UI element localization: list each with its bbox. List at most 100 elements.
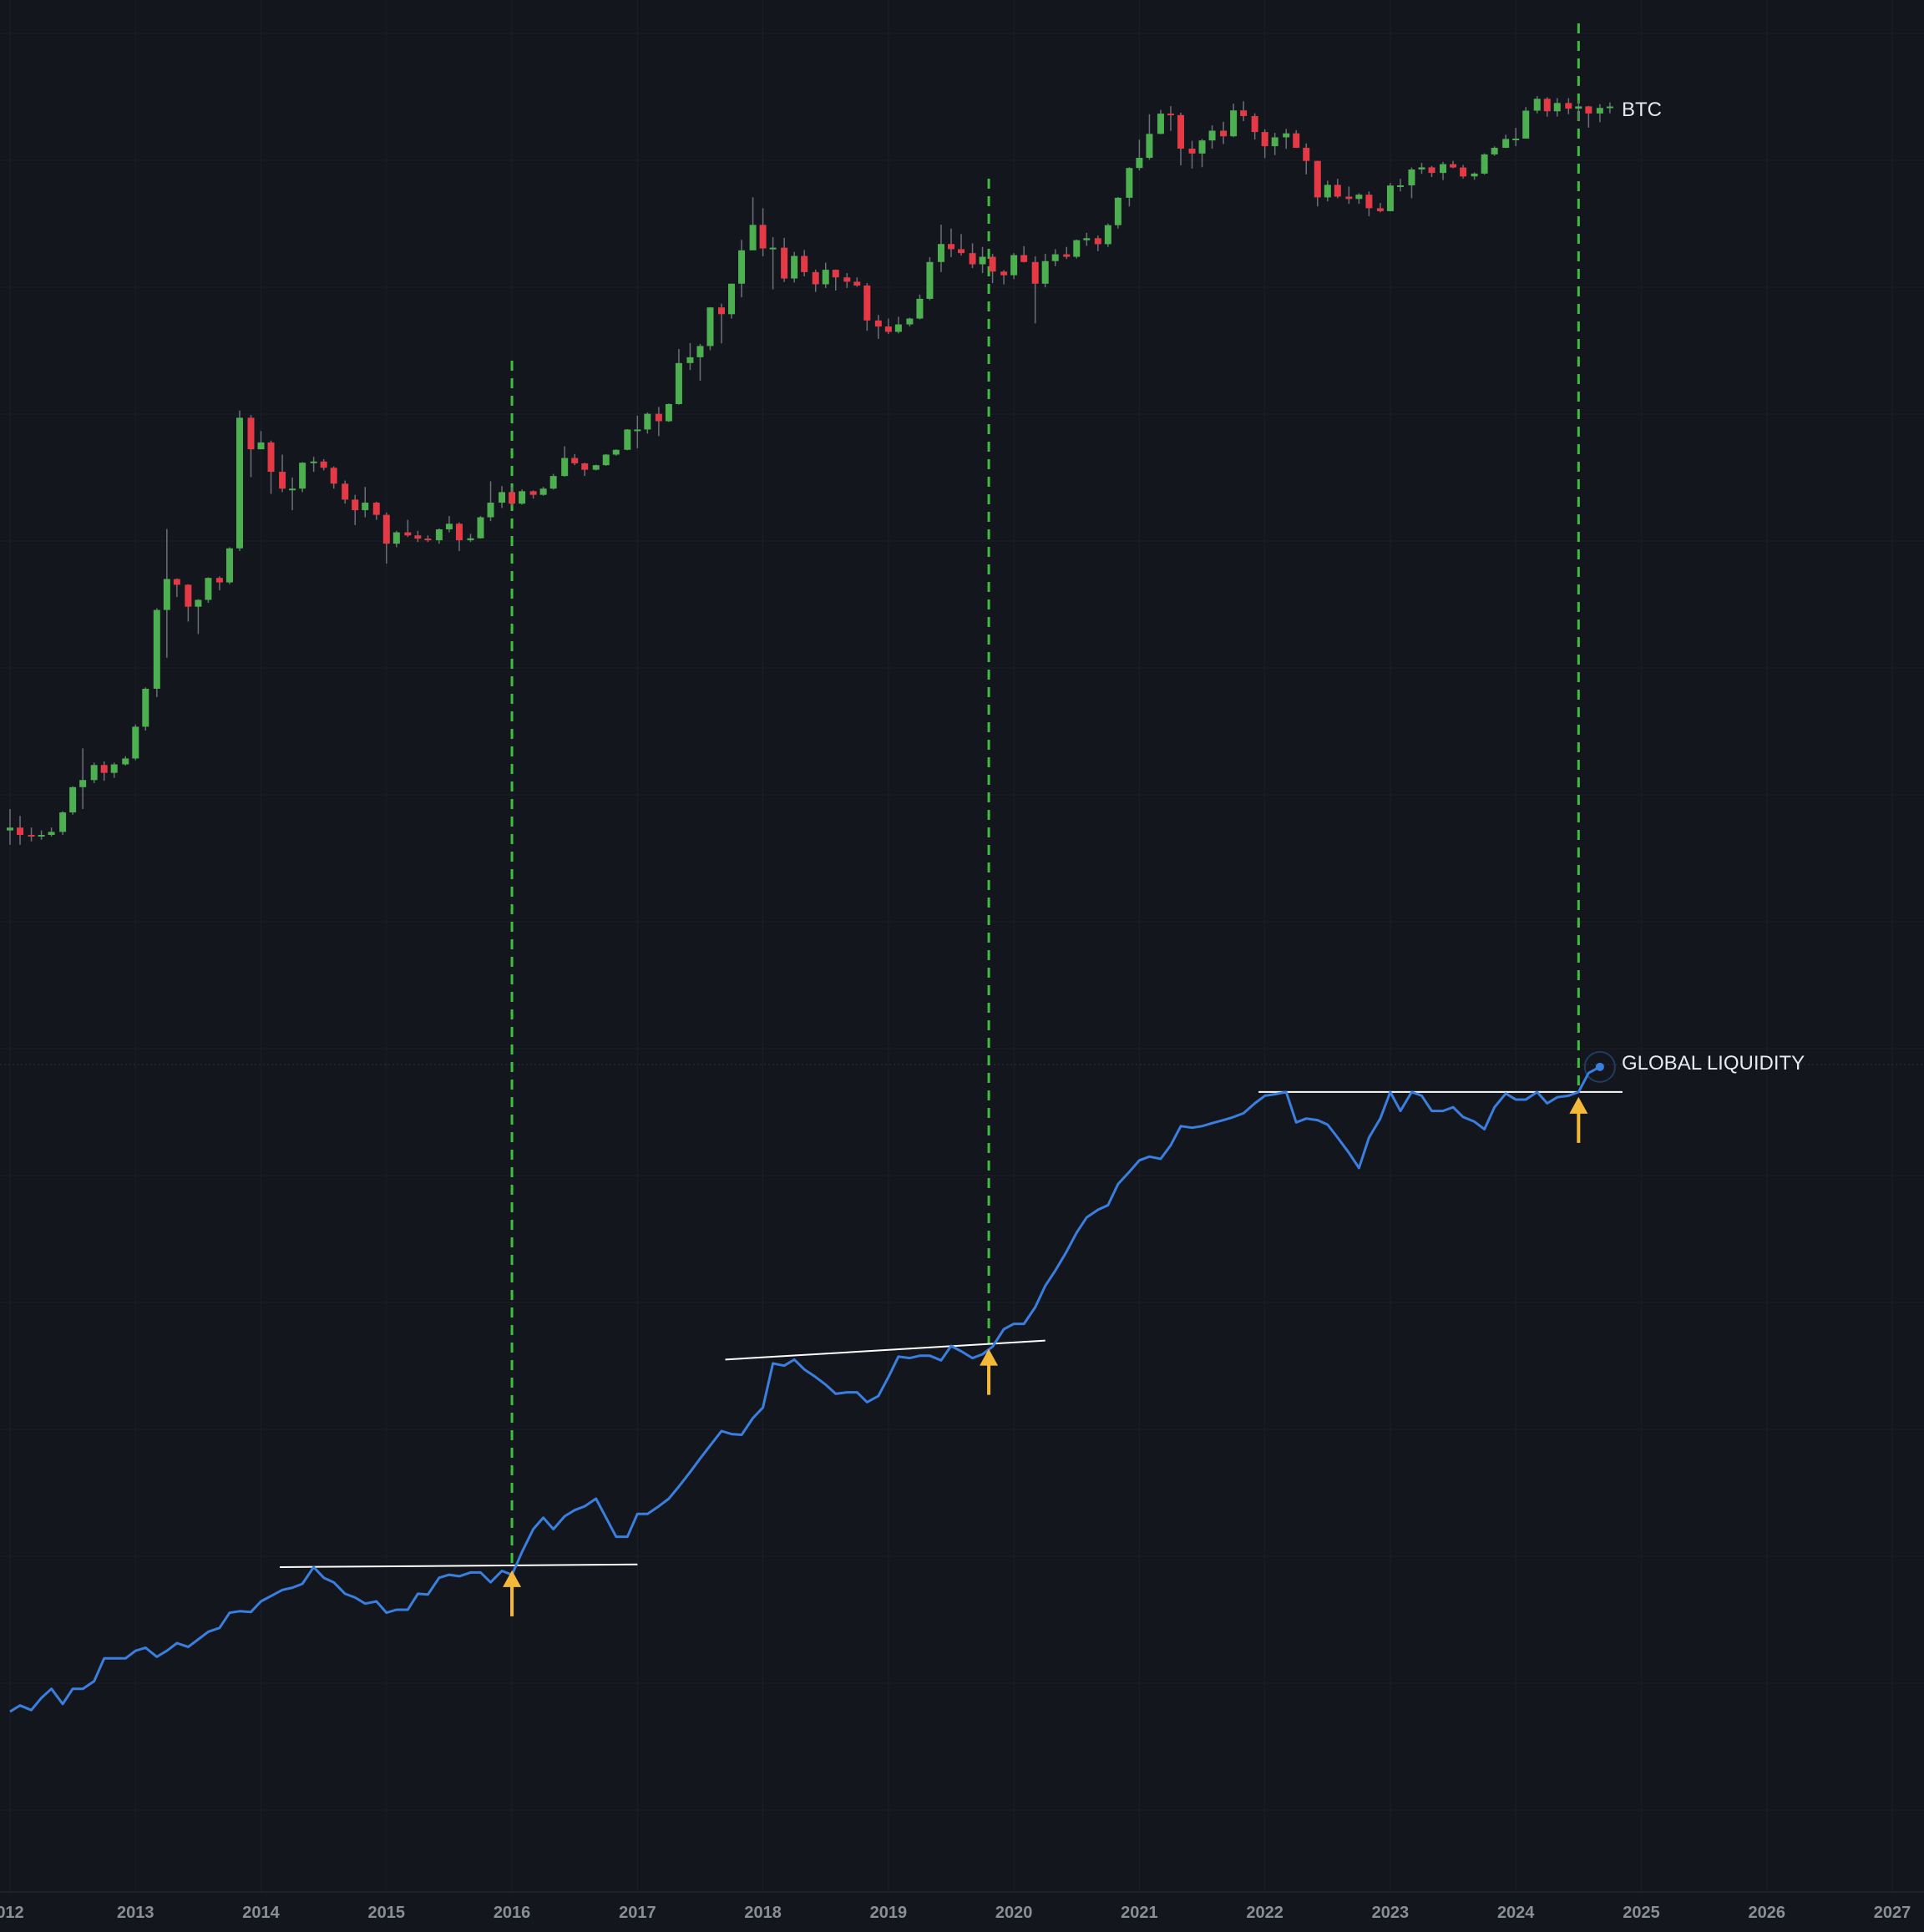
global-liquidity-series — [9, 1050, 1616, 1713]
resistance-line — [280, 1563, 638, 1568]
btc-candle-body — [718, 307, 726, 315]
x-tick-label: 2017 — [619, 1904, 656, 1922]
btc-candle-body — [59, 812, 67, 832]
btc-candle-body — [195, 599, 202, 607]
x-tick-label: 2022 — [1246, 1904, 1284, 1922]
btc-candle-body — [1553, 103, 1561, 112]
btc-candle-body — [1167, 114, 1174, 116]
btc-candle-body — [1083, 238, 1091, 240]
btc-candle-body — [1051, 254, 1059, 261]
btc-candle-body — [843, 277, 851, 282]
btc-candle-body — [414, 535, 422, 539]
btc-candle-body — [1041, 260, 1049, 284]
btc-candle-body — [1104, 225, 1111, 245]
btc-candle-body — [706, 307, 714, 346]
btc-candle-body — [1491, 148, 1498, 154]
btc-candle-body — [215, 578, 223, 583]
btc-candle-body — [1010, 255, 1018, 276]
btc-candle-body — [382, 514, 390, 544]
btc-candle-body — [48, 832, 55, 835]
btc-candle-body — [38, 835, 45, 837]
btc-candle-body — [1396, 185, 1404, 187]
btc-candle-body — [477, 517, 484, 539]
btc-candle-body — [352, 499, 359, 511]
btc-candle-body — [602, 454, 610, 466]
btc-candle-body — [937, 244, 944, 262]
btc-candle-body — [362, 503, 369, 511]
btc-candle-body — [1450, 164, 1457, 168]
btc-candle-body — [299, 463, 306, 489]
btc-candle-body — [1000, 271, 1008, 276]
btc-candle-body — [644, 413, 651, 430]
btc-candle-body — [863, 285, 871, 321]
btc-candle-body — [1198, 140, 1206, 154]
btc-candle-body — [624, 429, 631, 450]
btc-candle-body — [958, 249, 965, 254]
btc-candle-body — [948, 244, 954, 250]
breakout-arrow-head — [980, 1348, 999, 1366]
btc-candle-body — [1533, 99, 1541, 111]
btc-candle-body — [1606, 106, 1613, 109]
x-tick-label: 2026 — [1748, 1904, 1785, 1922]
x-tick-label: 2018 — [744, 1904, 782, 1922]
btc-candle-body — [499, 492, 506, 503]
btc-candle-body — [1240, 110, 1248, 116]
btc-candle-body — [1543, 99, 1551, 112]
btc-candle-body — [110, 764, 118, 773]
breakout-arrow-head — [1569, 1096, 1588, 1114]
btc-candle-body — [894, 324, 902, 332]
btc-candle-body — [1293, 133, 1300, 149]
btc-candle-body — [655, 413, 662, 422]
x-axis: 012 2013 2014 2015 2016 2017 2018 2019 2020 2021 2… — [0, 1891, 1924, 1922]
btc-candle-body — [1386, 185, 1394, 211]
btc-candle-body — [435, 529, 443, 541]
last-value-halo — [1583, 1050, 1616, 1083]
btc-candle-body — [1365, 195, 1373, 209]
btc-candle-body — [310, 461, 317, 463]
btc-candle-body — [1114, 197, 1121, 225]
btc-candle-body — [989, 256, 996, 272]
btc-candle-body — [28, 835, 35, 837]
x-tick-label: 2015 — [368, 1904, 406, 1922]
btc-candle-body — [612, 449, 620, 455]
btc-candle-body — [853, 281, 861, 286]
btc-candle-body — [1440, 164, 1447, 174]
btc-candle-body — [1136, 158, 1143, 169]
btc-candle-body — [267, 442, 275, 473]
btc-candle-body — [979, 256, 986, 265]
btc-candle-body — [69, 786, 77, 813]
btc-candle-body — [7, 827, 13, 831]
btc-candles — [7, 96, 1613, 845]
btc-candle-body — [509, 492, 516, 504]
btc-candle-body — [1146, 134, 1153, 159]
btc-candle-body — [247, 417, 255, 450]
btc-candle-body — [686, 357, 694, 363]
btc-candle-body — [1261, 132, 1268, 147]
btc-candle-body — [487, 503, 494, 518]
btc-candle-body — [634, 429, 641, 432]
btc-candle-body — [874, 320, 882, 327]
btc-candle-body — [1502, 139, 1510, 149]
btc-candle-body — [392, 532, 400, 544]
breakout-arrows — [503, 1096, 1588, 1616]
btc-candle-body — [665, 403, 672, 422]
x-tick-label: 2020 — [995, 1904, 1033, 1922]
btc-candle-body — [235, 417, 243, 549]
btc-candle-body — [781, 247, 788, 279]
btc-candle-body — [404, 532, 412, 536]
btc-candle-body — [571, 458, 579, 463]
btc-candle-body — [1020, 255, 1028, 262]
btc-candle-body — [17, 827, 24, 835]
btc-candle-body — [561, 458, 569, 477]
btc-candle-body — [132, 726, 139, 759]
btc-candle-body — [1208, 130, 1216, 141]
btc-candle-body — [1126, 168, 1133, 198]
resistance-lines — [280, 1090, 1623, 1568]
btc-candle-body — [1177, 114, 1184, 149]
btc-candle-body — [916, 298, 924, 319]
btc-candle-body — [822, 270, 829, 285]
btc-candle-body — [581, 463, 589, 470]
btc-candle-body — [424, 539, 432, 541]
btc-candle-body — [1094, 238, 1101, 245]
